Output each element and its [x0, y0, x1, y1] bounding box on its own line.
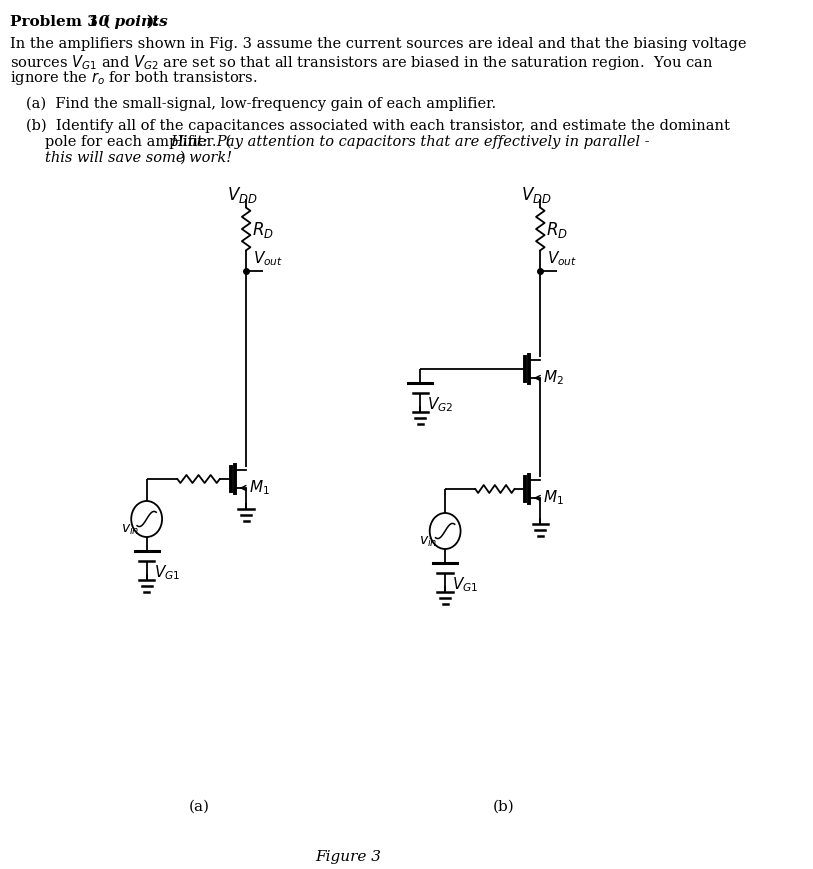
Text: ):: ): [146, 15, 159, 29]
Text: ): ) [180, 151, 186, 165]
Text: Hint:  Pay attention to capacitors that are effectively in parallel -: Hint: Pay attention to capacitors that a… [171, 135, 650, 149]
Text: $R_D$: $R_D$ [252, 220, 274, 240]
Text: sources $V_{G1}$ and $V_{G2}$ are set so that all transistors are biased in the : sources $V_{G1}$ and $V_{G2}$ are set so… [11, 53, 714, 72]
Text: $R_D$: $R_D$ [546, 220, 568, 240]
Text: $M_2$: $M_2$ [543, 368, 563, 386]
Text: $V_{out}$: $V_{out}$ [253, 249, 283, 268]
Text: $V_{G1}$: $V_{G1}$ [154, 562, 180, 581]
Text: Figure 3: Figure 3 [315, 849, 381, 863]
Text: ignore the $r_o$ for both transistors.: ignore the $r_o$ for both transistors. [11, 69, 258, 87]
Text: $v_{in}$: $v_{in}$ [420, 534, 438, 548]
Text: $V_{DD}$: $V_{DD}$ [228, 185, 258, 205]
Text: (b)  Identify all of the capacitances associated with each transistor, and estim: (b) Identify all of the capacitances ass… [26, 119, 729, 133]
Text: pole for each amplifier.  (: pole for each amplifier. ( [45, 135, 231, 149]
Text: Problem 3 (: Problem 3 ( [11, 15, 111, 29]
Text: $M_1$: $M_1$ [249, 477, 270, 496]
Text: (b): (b) [493, 799, 515, 813]
Text: 10 points: 10 points [89, 15, 168, 29]
Text: $v_{in}$: $v_{in}$ [121, 522, 139, 537]
Text: $V_{out}$: $V_{out}$ [547, 249, 577, 268]
Text: $V_{DD}$: $V_{DD}$ [521, 185, 552, 205]
Text: (a): (a) [189, 799, 210, 813]
Text: $V_{G1}$: $V_{G1}$ [452, 574, 478, 593]
Text: (a)  Find the small-signal, low-frequency gain of each amplifier.: (a) Find the small-signal, low-frequency… [26, 96, 496, 111]
Text: $M_1$: $M_1$ [543, 488, 563, 506]
Text: this will save some work!: this will save some work! [45, 151, 232, 165]
Text: In the amplifiers shown in Fig. 3 assume the current sources are ideal and that : In the amplifiers shown in Fig. 3 assume… [11, 37, 747, 51]
Text: $V_{G2}$: $V_{G2}$ [427, 395, 454, 414]
